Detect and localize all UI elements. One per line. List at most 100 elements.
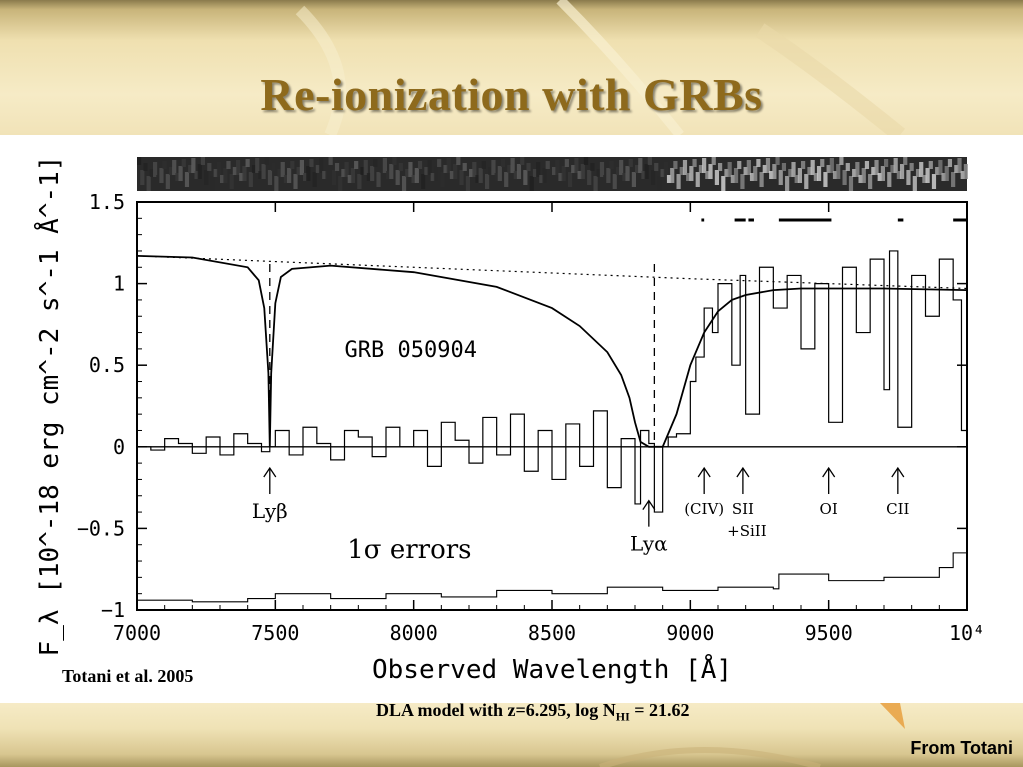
spectrum-2d-noise [328,157,333,165]
spectrum-2d-noise [453,164,458,179]
spectrum-2d-noise [772,164,777,179]
spectrum-2d-noise [769,171,774,179]
spectrum-2d-noise [159,168,164,183]
spectrum-2d-noise [504,172,509,187]
spectrum-2d-noise [756,159,761,167]
spectrum-2d-noise [421,174,426,189]
spectrum-2d-noise [635,165,640,173]
spectrum-2d-noise [363,160,368,175]
spectrum-2d-noise [427,160,432,175]
spectrum-2d-noise [497,166,502,181]
spectrum-2d-noise [488,167,493,175]
spectrum-2d-noise [781,163,787,171]
spectrum-2d-noise [650,170,656,185]
spectrum-2d-noise [702,158,707,173]
spectrum-2d-noise [500,159,506,167]
x-axis-title: Observed Wavelength [Å] [372,653,732,685]
spectrum-2d-noise [354,161,359,169]
spectrum-2d-noise [162,161,167,169]
spectrum-2d-noise [165,174,170,189]
spectrum-2d-noise [168,167,174,175]
spectrum-2d-noise [197,164,202,179]
errors-label: 1σ errors [347,535,471,565]
spectrum-2d-noise [654,163,659,171]
spectrum-2d-noise [644,164,649,179]
spectrum-2d-noise [625,166,630,181]
footer-swoosh [599,703,905,767]
spectrum-2d-noise [152,162,158,177]
spectrum-2d-noise [213,169,218,177]
spectrum-2d-noise [884,159,889,167]
spectrum-2d-noise [184,172,190,187]
series-continuum [136,255,968,290]
spectrum-2d-noise [191,158,196,173]
spectrum-2d-noise [666,175,672,183]
spectrum-2d-noise [855,162,860,177]
spectrum-2d-noise [389,164,394,179]
spectrum-2d-noise [765,158,771,173]
spectrum-2d-noise [874,160,879,175]
spectrum-2d-noise [935,167,940,175]
spectrum-2d-noise [721,176,726,191]
spectrum-2d-noise [871,167,876,175]
spectrum-2d-noise [232,167,237,175]
spectrum-2d-noise [520,157,525,165]
series-spectrum [137,250,968,513]
spectrum-2d-noise [437,159,442,167]
spectrum-2d-noise [574,158,579,173]
spectrum-2d-noise [887,172,892,187]
spectrum-2d-noise [603,175,608,183]
spectrum-2d-noise [848,176,854,191]
spectrum-2d-noise [749,173,755,181]
spectrum-2d-noise [513,171,518,179]
spectrum-2d-noise [801,161,806,169]
spectrum-2d-noise [156,175,161,183]
spectrum-2d-noise [277,169,282,177]
spectrum-2d-noise [408,162,413,177]
spectrum-2d-noise [698,165,704,173]
spectrum-2d-noise [711,157,716,165]
spectrum-2d-noise [836,164,841,179]
spectrum-2d-noise [820,159,825,167]
spectrum-2d-noise [344,162,349,177]
spectrum-2d-noise [465,176,470,191]
annotation-label: OI [820,500,838,518]
spectrum-2d-noise [619,160,624,175]
annotation-arrowhead [697,466,711,478]
spectrum-2d-noise [877,173,882,181]
spectrum-2d-noise [459,170,464,185]
spectrum-2d-noise [395,170,400,185]
spectrum-2d-noise [647,157,652,165]
spectrum-2d-noise [443,165,448,173]
slide-header-band [0,0,1023,135]
spectrum-2d-noise [804,174,809,189]
spectrum-2d-noise [475,175,480,183]
spectrum-2d-noise [172,160,177,175]
spectrum-2d-noise [264,157,269,165]
spectrum-2d-noise [938,160,943,175]
spectrum-2d-noise [864,161,870,169]
spectrum-2d-noise [906,170,911,185]
spectrum-2d-noise [523,170,528,185]
spectrum-2d-noise [686,173,691,181]
spectrum-2d-noise [631,172,636,187]
spectrum-2d-noise [516,164,522,179]
spectrum-2d-noise [239,173,244,181]
spectrum-2d-noise [794,175,799,183]
spectrum-2d-noise [746,160,751,175]
spectrum-2d-noise [845,163,850,171]
spectrum-2d-noise [526,163,531,171]
spectrum-2d-noise [577,171,582,179]
spectrum-2d-noise [622,173,627,181]
spectrum-2d-noise [861,168,866,183]
spectrum-2d-noise [322,171,327,179]
spectrum-2d-noise [839,157,844,165]
spectrum-2d-noise [143,163,148,171]
spectrum-2d-noise [149,169,154,177]
spectrum-2d-noise [318,158,324,173]
spectrum-2d-noise [587,170,592,185]
spectrum-2d-noise [612,174,617,189]
spectrum-2d-noise [446,158,451,173]
spectrum-2d-noise [315,165,320,173]
spectrum-2d-noise [673,161,678,169]
